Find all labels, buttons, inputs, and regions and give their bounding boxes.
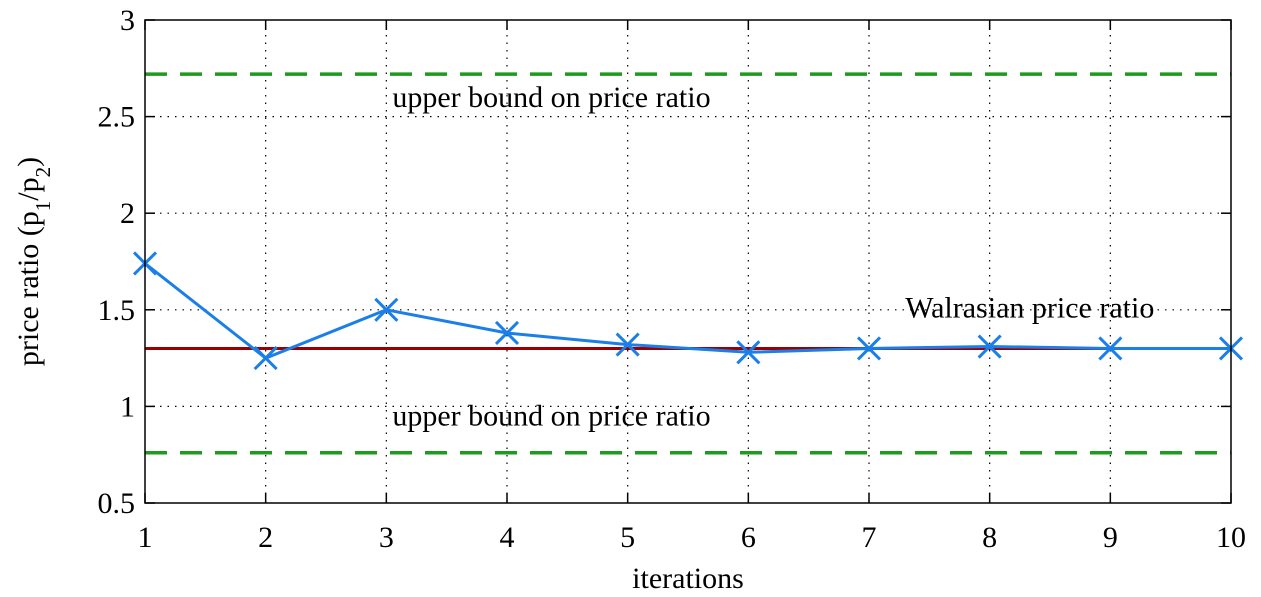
x-axis-label: iterations	[632, 562, 744, 595]
y-axis-label-base: price ratio (p	[12, 211, 45, 366]
x-marker-stroke	[615, 332, 640, 357]
x-tick-label: 5	[620, 521, 635, 554]
x-tick-label: 9	[1103, 521, 1118, 554]
axis-ticks: 1 2 3 4 5 6 7 8 9 100.511.522.53	[98, 4, 1247, 554]
x-tick-label: 1	[138, 521, 153, 554]
y-tick-label: 2	[120, 197, 135, 230]
y-axis-label-end: )	[12, 157, 45, 167]
y-axis-label: price ratio (p1/p2)	[12, 157, 55, 366]
x-marker	[494, 320, 520, 346]
x-tick-label: 10	[1216, 521, 1246, 554]
x-marker-stroke	[1098, 336, 1123, 361]
x-tick-label: 2	[258, 521, 273, 554]
y-tick-label: 3	[120, 4, 135, 37]
y-axis-label-mid: /p	[12, 177, 45, 200]
x-marker-stroke	[977, 334, 1002, 359]
annotation-label: Walrasian price ratio	[905, 292, 1154, 325]
data-series	[132, 251, 1244, 371]
annotations: upper bound on price ratio Walrasian pric…	[392, 81, 1154, 433]
annotation-label: upper bound on price ratio	[392, 81, 710, 114]
annotation-label: upper bound on price ratio	[392, 400, 710, 433]
x-marker	[253, 346, 278, 371]
x-tick-label: 3	[379, 521, 394, 554]
x-marker	[736, 340, 761, 365]
x-marker	[1098, 336, 1123, 361]
x-tick-label: 6	[741, 521, 756, 554]
reference-lines	[145, 72, 1231, 455]
y-tick-label: 1	[120, 390, 135, 423]
x-marker	[856, 336, 882, 361]
x-marker-stroke	[494, 320, 520, 346]
x-marker-stroke	[253, 346, 278, 371]
x-marker	[374, 297, 399, 322]
plot-frame	[144, 19, 1232, 504]
x-marker	[977, 334, 1002, 359]
x-tick-label: 4	[500, 521, 515, 554]
y-tick-label: 0.5	[98, 487, 136, 520]
x-marker	[615, 332, 640, 357]
y-axis-label-sub2: 2	[31, 167, 55, 178]
x-marker-stroke	[856, 336, 882, 361]
x-marker-stroke	[736, 340, 761, 365]
x-tick-label: 7	[862, 521, 877, 554]
y-tick-label: 1.5	[98, 294, 136, 327]
y-tick-label: 2.5	[98, 101, 136, 134]
x-marker-stroke	[374, 297, 399, 322]
y-axis-label-sub1: 1	[31, 201, 55, 212]
price-ratio-line	[144, 262, 1231, 360]
grid-lines	[145, 20, 1231, 503]
x-tick-label: 8	[982, 521, 997, 554]
